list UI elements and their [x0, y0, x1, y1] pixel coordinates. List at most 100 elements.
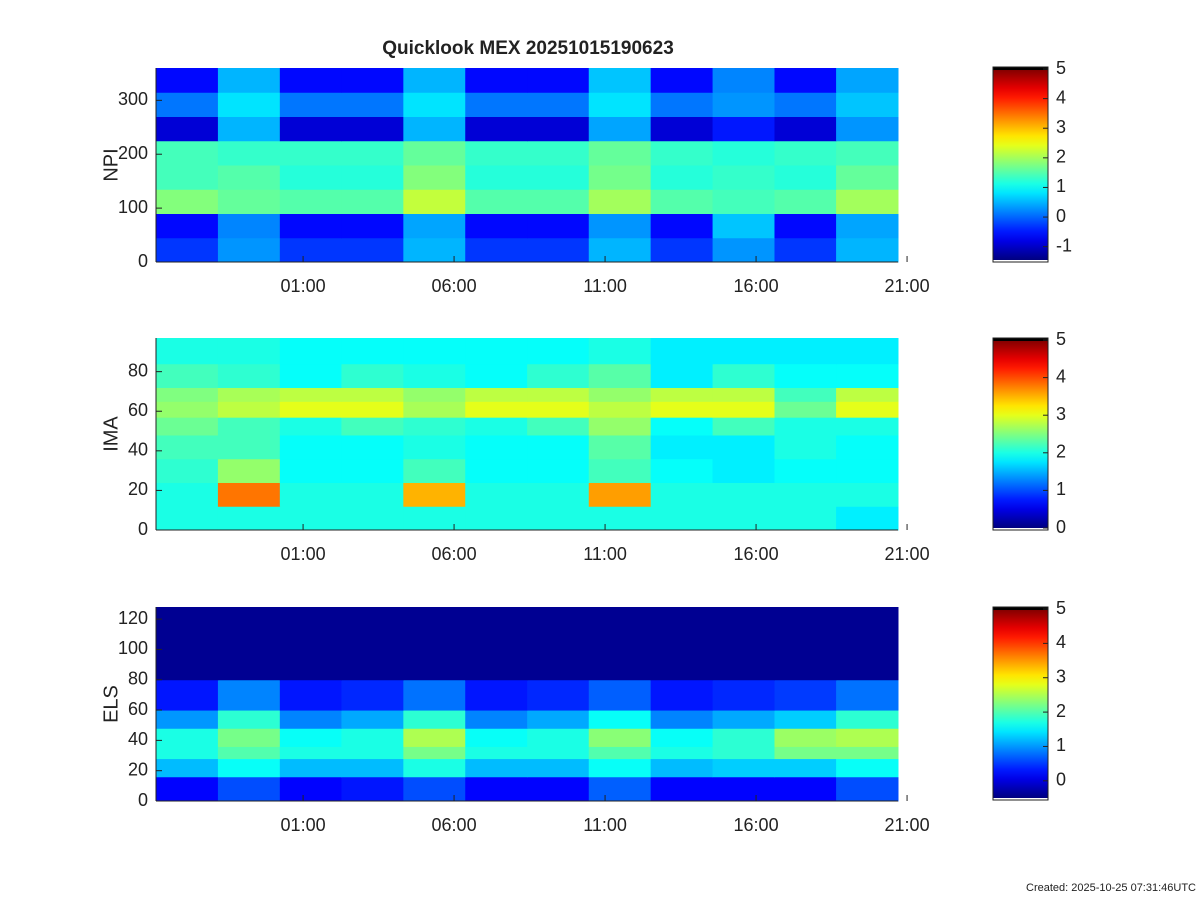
heatmap-cell	[341, 710, 404, 729]
y-tick-label: 300	[118, 89, 148, 109]
heatmap-cell	[403, 189, 466, 214]
heatmap-cell	[588, 417, 652, 436]
heatmap-cell	[217, 434, 281, 460]
heatmap-cell	[774, 506, 837, 531]
y-tick-label: 20	[128, 759, 148, 779]
heatmap-cell	[403, 140, 466, 166]
colorbar	[993, 69, 1048, 260]
colorbar-tick-label: 5	[1056, 598, 1066, 618]
heatmap-cell	[712, 213, 775, 239]
heatmap-cell	[712, 165, 775, 190]
y-tick-label: 40	[128, 440, 148, 460]
heatmap-cell	[341, 728, 404, 747]
colorbar	[993, 609, 1048, 798]
heatmap-cell	[774, 434, 837, 460]
y-axis-label: NPI	[100, 148, 122, 181]
heatmap-cell	[527, 417, 590, 436]
y-tick-label: 200	[118, 143, 148, 163]
heatmap-cell	[836, 728, 899, 747]
heatmap-cell	[650, 417, 714, 436]
heatmap-cell	[465, 68, 528, 93]
heatmap-cell	[156, 679, 219, 711]
heatmap-cell	[588, 746, 652, 760]
heatmap-cell	[279, 607, 342, 681]
heatmap-cell	[279, 746, 342, 760]
heatmap-cell	[403, 506, 466, 531]
heatmap-cell	[156, 482, 219, 507]
heatmap-cell	[465, 401, 528, 418]
colorbar-under	[993, 798, 1048, 800]
heatmap-cell	[712, 189, 775, 214]
heatmap-cell	[650, 363, 714, 388]
y-tick-label: 0	[138, 790, 148, 810]
heatmap-cell	[279, 710, 342, 729]
heatmap-cell	[403, 758, 466, 778]
heatmap-cell	[774, 710, 837, 729]
heatmap-cell	[712, 434, 775, 460]
x-tick-label: 16:00	[734, 815, 779, 835]
heatmap-cell	[217, 758, 281, 778]
heatmap-cell	[217, 189, 281, 214]
heatmap-cell	[217, 417, 281, 436]
heatmap-cell	[341, 506, 404, 531]
heatmap-cell	[527, 607, 590, 681]
heatmap-cell	[774, 607, 837, 681]
heatmap-cell	[588, 458, 652, 483]
heatmap-cell	[650, 710, 714, 729]
heatmap-cell	[403, 387, 466, 402]
heatmap-cell	[527, 679, 590, 711]
heatmap-cell	[217, 116, 281, 142]
heatmap-cell	[465, 434, 528, 460]
heatmap-cell	[279, 237, 342, 263]
heatmap-cell	[156, 758, 219, 778]
heatmap-cell	[217, 68, 281, 93]
heatmap-cell	[465, 758, 528, 778]
colorbar-frame	[992, 606, 1049, 801]
heatmap-cell	[650, 758, 714, 778]
y-tick-label: 80	[128, 360, 148, 380]
heatmap-cell	[588, 758, 652, 778]
heatmap-cell	[774, 68, 837, 93]
heatmap-cell	[403, 417, 466, 436]
heatmap-cell	[836, 506, 899, 531]
heatmap-cell	[279, 68, 342, 93]
heatmap-cell	[156, 165, 219, 190]
heatmap-cell	[341, 758, 404, 778]
heatmap-cell	[465, 417, 528, 436]
heatmap-cell	[836, 710, 899, 729]
heatmap-cell	[341, 338, 404, 365]
colorbar-over	[993, 338, 1048, 341]
heatmap-cell	[588, 710, 652, 729]
heatmap-cell	[650, 434, 714, 460]
heatmap-cell	[403, 679, 466, 711]
heatmap-cell	[156, 338, 219, 365]
heatmap-cell	[217, 710, 281, 729]
heatmap-cell	[650, 213, 714, 239]
heatmap-cell	[403, 92, 466, 117]
heatmap-cell	[588, 68, 652, 93]
heatmap-cell	[279, 506, 342, 531]
heatmap-cell	[217, 746, 281, 760]
heatmap-cell	[403, 68, 466, 93]
heatmap-cell	[403, 401, 466, 418]
heatmap-cell	[279, 165, 342, 190]
heatmap-cell	[650, 387, 714, 402]
heatmap-cell	[217, 728, 281, 747]
x-tick-label: 06:00	[432, 815, 477, 835]
heatmap-cell	[774, 401, 837, 418]
heatmap-cell	[403, 776, 466, 802]
heatmap-cell	[588, 506, 652, 531]
heatmap-cell	[156, 607, 219, 681]
heatmap-cell	[836, 458, 899, 483]
heatmap-cell	[217, 140, 281, 166]
heatmap-cell	[774, 140, 837, 166]
heatmap-cell	[403, 607, 466, 681]
heatmap-cell	[341, 363, 404, 388]
heatmap-cell	[156, 213, 219, 239]
heatmap-cell	[465, 710, 528, 729]
heatmap-cell	[650, 116, 714, 142]
heatmap-cell	[279, 363, 342, 388]
heatmap-cell	[217, 506, 281, 531]
heatmap-cell	[712, 710, 775, 729]
heatmap-cell	[217, 482, 281, 507]
